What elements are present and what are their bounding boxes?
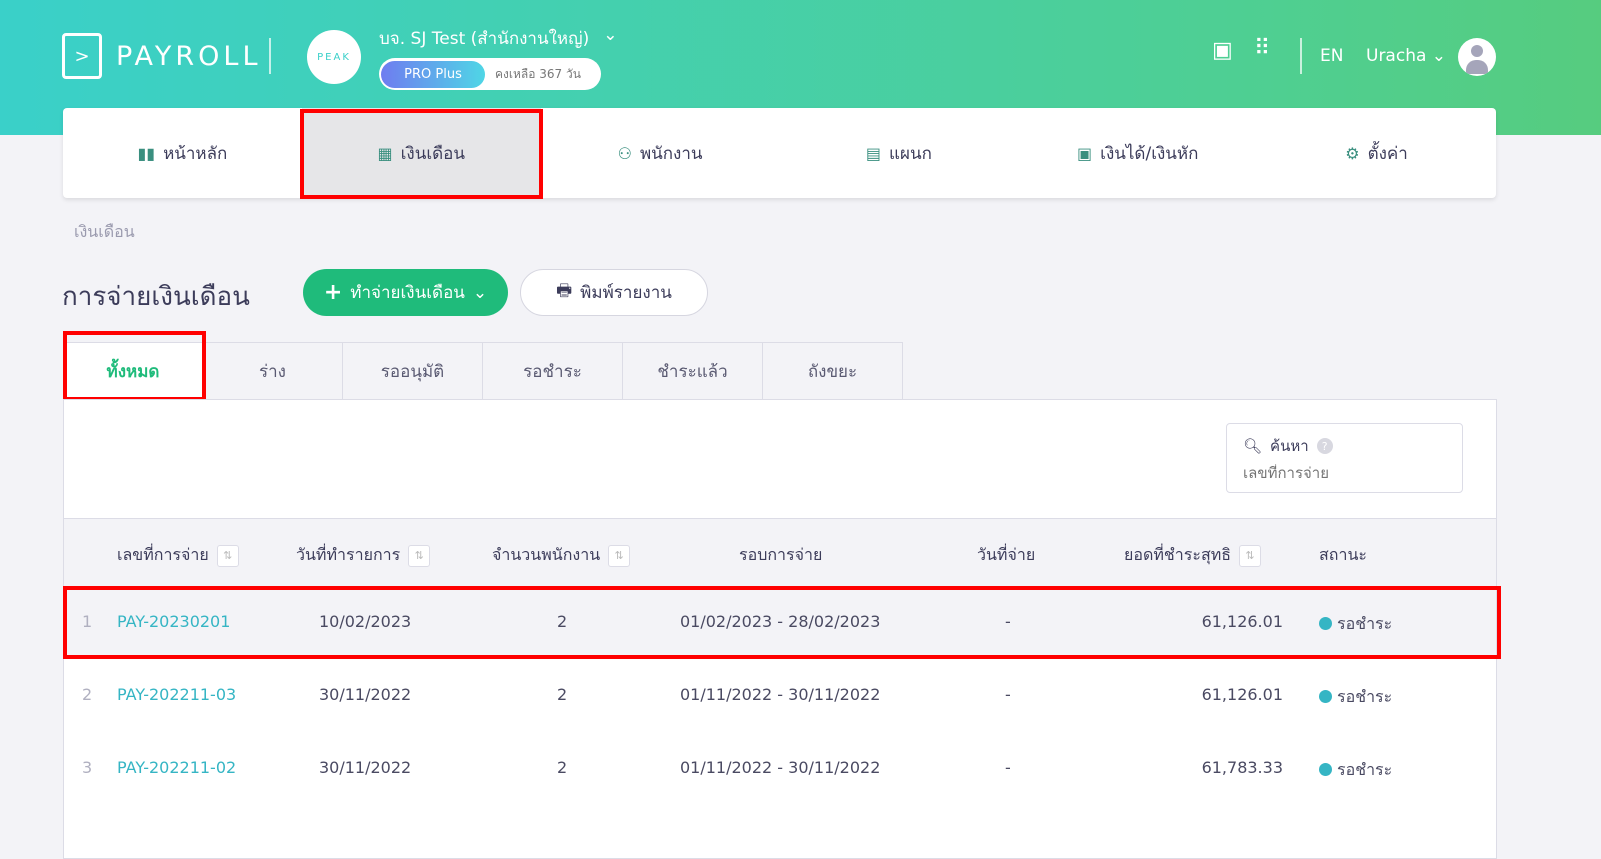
col-date[interactable]: วันที่ทำรายการ ⇅ (296, 543, 431, 568)
user-menu[interactable]: Uracha ⌄ (1366, 46, 1447, 66)
pay-id-link[interactable]: PAY-202211-03 (117, 685, 237, 704)
col-pay-id[interactable]: เลขที่การจ่าย ⇅ (117, 543, 239, 568)
employee-count: 2 (557, 758, 568, 777)
status-tabs: ทั้งหมด ร่าง รออนุมัติ รอชำระ ชำระแล้ว ถ… (63, 342, 903, 400)
nav-payroll[interactable]: ▦ เงินเดือน (301, 108, 541, 198)
pay-period: 01/02/2023 - 28/02/2023 (680, 612, 881, 631)
col-status: สถานะ (1319, 545, 1367, 564)
status-badge: รอชำระ (1319, 612, 1392, 637)
status-badge: รอชำระ (1319, 685, 1392, 710)
nav-income-deduction[interactable]: ▣ เงินได้/เงินหัก (1077, 143, 1199, 164)
tab-paid[interactable]: ชำระแล้ว (623, 342, 763, 400)
nav-home[interactable]: ▮▮ หน้าหลัก (137, 143, 228, 164)
chart-icon: ▮▮ (137, 143, 156, 163)
pay-id-link[interactable]: PAY-20230201 (117, 612, 231, 631)
breadcrumb[interactable]: เงินเดือน (74, 222, 135, 241)
table-row[interactable]: 2 PAY-202211-03 30/11/2022 2 01/11/2022 … (64, 660, 1496, 732)
row-number: 3 (82, 758, 93, 777)
plan-badge: PRO Plus คงเหลือ 367 วัน (379, 58, 601, 90)
divider (269, 38, 271, 74)
language-toggle[interactable]: EN (1320, 46, 1344, 66)
sort-icon[interactable]: ⇅ (408, 544, 431, 567)
nav-employees[interactable]: ⚇ พนักงาน (617, 143, 703, 164)
id-card-icon: ▤ (865, 143, 882, 163)
transaction-date: 30/11/2022 (319, 758, 412, 777)
col-pay-date: วันที่จ่าย (977, 545, 1036, 564)
payroll-logo-icon: > (62, 33, 102, 79)
row-number: 1 (82, 612, 93, 631)
org-logo: PEAK (307, 30, 361, 84)
search-icon: 🔍︎ (1243, 437, 1263, 455)
net-amount: 61,126.01 (1201, 612, 1283, 631)
main-nav: ▮▮ หน้าหลัก ▦ เงินเดือน ⚇ พนักงาน ▤ แผนก ▣ เง… (63, 108, 1496, 198)
divider (1300, 38, 1302, 74)
people-icon: ⚇ (617, 143, 632, 163)
status-dot-icon (1319, 763, 1332, 776)
plus-icon: + (323, 280, 343, 305)
table-row[interactable]: 1 PAY-20230201 10/02/2023 2 01/02/2023 -… (64, 587, 1496, 659)
net-amount: 61,126.01 (1201, 685, 1283, 704)
tab-awaiting-approval[interactable]: รออนุมัติ (343, 342, 483, 400)
nav-departments[interactable]: ▤ แผนก (865, 143, 932, 164)
search-input[interactable] (1243, 464, 1443, 482)
apps-grid-icon[interactable]: ⠿ (1254, 36, 1270, 61)
print-report-button[interactable]: 🖶 พิมพ์รายงาน (520, 269, 708, 316)
company-selector[interactable]: บจ. SJ Test (สำนักงานใหญ่) ⌄ (379, 25, 617, 52)
help-book-icon[interactable]: ▣ (1212, 38, 1233, 63)
sort-icon[interactable]: ⇅ (608, 544, 631, 567)
tab-draft[interactable]: ร่าง (203, 342, 343, 400)
transaction-date: 30/11/2022 (319, 685, 412, 704)
printer-icon: 🖶 (556, 281, 573, 301)
chevron-down-icon: ⌄ (603, 25, 618, 45)
search-box[interactable]: 🔍︎ ค้นหา? (1226, 423, 1463, 493)
pay-id-link[interactable]: PAY-202211-02 (117, 758, 237, 777)
tab-all[interactable]: ทั้งหมด (63, 342, 203, 400)
pay-period: 01/11/2022 - 30/11/2022 (680, 685, 881, 704)
sort-icon[interactable]: ⇅ (216, 544, 239, 567)
payroll-logo[interactable]: > PAYROLL (62, 33, 262, 79)
calendar-icon: ▦ (377, 143, 393, 163)
col-net-amount[interactable]: ยอดที่ชำระสุทธิ ⇅ (1124, 543, 1262, 568)
chevron-down-icon: ⌄ (1431, 46, 1447, 66)
create-payroll-button[interactable]: + ทำจ่ายเงินเดือน ⌄ (303, 269, 508, 316)
nav-settings[interactable]: ⚙ ตั้งค่า (1345, 143, 1408, 164)
employee-count: 2 (557, 612, 568, 631)
gear-icon: ⚙ (1345, 143, 1360, 163)
payroll-table-card: 🔍︎ค้นหา? เลขที่การจ่าย⇅ วันที่ทำรายการ⇅ … (63, 399, 1497, 859)
pay-date: - (1005, 758, 1011, 777)
row-number: 2 (82, 685, 93, 704)
status-dot-icon (1319, 617, 1332, 630)
sort-icon[interactable]: ⇅ (1239, 544, 1262, 567)
tab-trash[interactable]: ถังขยะ (763, 342, 903, 400)
pay-period: 01/11/2022 - 30/11/2022 (680, 758, 881, 777)
pay-date: - (1005, 612, 1011, 631)
employee-count: 2 (557, 685, 568, 704)
pay-date: - (1005, 685, 1011, 704)
net-amount: 61,783.33 (1201, 758, 1283, 777)
user-avatar-icon[interactable] (1458, 38, 1496, 76)
table-header: เลขที่การจ่าย ⇅ วันที่ทำรายการ ⇅ จำนวนพนัก… (64, 518, 1496, 587)
table-row[interactable]: 3 PAY-202211-02 30/11/2022 2 01/11/2022 … (64, 733, 1496, 805)
chevron-down-icon: ⌄ (472, 282, 488, 303)
money-icon: ▣ (1077, 143, 1093, 163)
status-dot-icon (1319, 690, 1332, 703)
status-badge: รอชำระ (1319, 758, 1392, 783)
help-icon[interactable]: ? (1316, 438, 1333, 454)
col-period: รอบการจ่าย (739, 545, 823, 564)
tab-awaiting-payment[interactable]: รอชำระ (483, 342, 623, 400)
col-employee-count[interactable]: จำนวนพนักงาน ⇅ (492, 543, 631, 568)
page-title: การจ่ายเงินเดือน (62, 282, 250, 312)
transaction-date: 10/02/2023 (319, 612, 412, 631)
